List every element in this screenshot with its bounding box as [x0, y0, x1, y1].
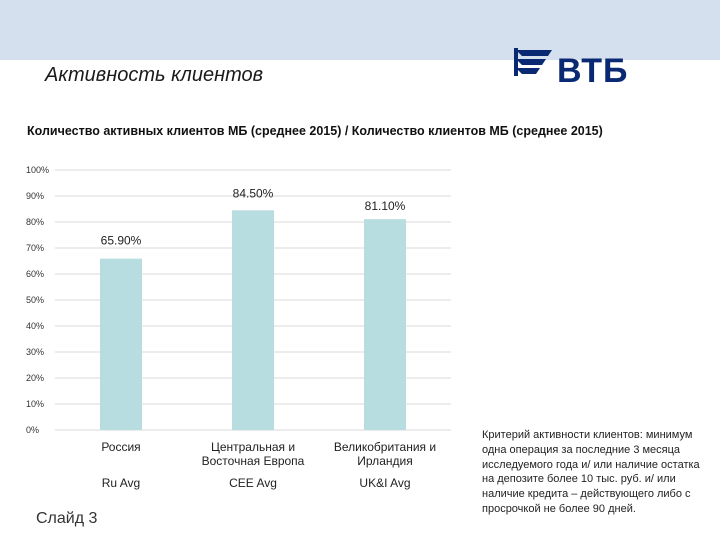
- category-names: Россия Центральная и Восточная Европа Ве…: [55, 440, 451, 468]
- y-tick-label: 30%: [26, 347, 44, 357]
- logo-text: ВТБ: [557, 52, 629, 90]
- category-code: CEE Avg: [229, 476, 277, 490]
- y-tick-label: 20%: [26, 373, 44, 383]
- data-label: 81.10%: [365, 199, 406, 213]
- chart-data-labels: 65.90% 84.50% 81.10%: [101, 186, 406, 247]
- data-label: 84.50%: [233, 186, 274, 200]
- category-code: Ru Avg: [101, 476, 141, 490]
- y-tick-label: 100%: [26, 165, 49, 175]
- y-tick-label: 70%: [26, 243, 44, 253]
- category-code: UK&I Avg: [359, 476, 411, 490]
- chart-title: Количество активных клиентов МБ (среднее…: [27, 124, 603, 138]
- vtb-logo: ВТБ: [512, 44, 642, 96]
- slide-number: Слайд 3: [36, 510, 98, 527]
- y-tick-label: 10%: [26, 399, 44, 409]
- header-band: [0, 0, 720, 60]
- bar: [364, 219, 406, 430]
- data-label: 65.90%: [101, 234, 142, 248]
- category-label: Центральная и Восточная Европа: [201, 440, 305, 468]
- bar: [232, 210, 274, 430]
- category-label: Россия: [101, 440, 141, 454]
- y-tick-label: 50%: [26, 295, 44, 305]
- y-tick-label: 0%: [26, 425, 39, 435]
- bar: [100, 258, 142, 430]
- category-codes: Ru Avg CEE Avg UK&I Avg: [55, 476, 451, 490]
- y-tick-label: 90%: [26, 191, 44, 201]
- category-label: Великобритания и Ирландия: [333, 440, 437, 468]
- y-tick-label: 80%: [26, 217, 44, 227]
- slide-title: Активность клиентов: [45, 64, 264, 86]
- activity-criteria-note: Критерий активности клиентов: минимум од…: [482, 429, 700, 515]
- y-tick-label: 60%: [26, 269, 44, 279]
- y-tick-label: 40%: [26, 321, 44, 331]
- chart-bars: [100, 210, 406, 430]
- vtb-logo-icon: [514, 48, 552, 76]
